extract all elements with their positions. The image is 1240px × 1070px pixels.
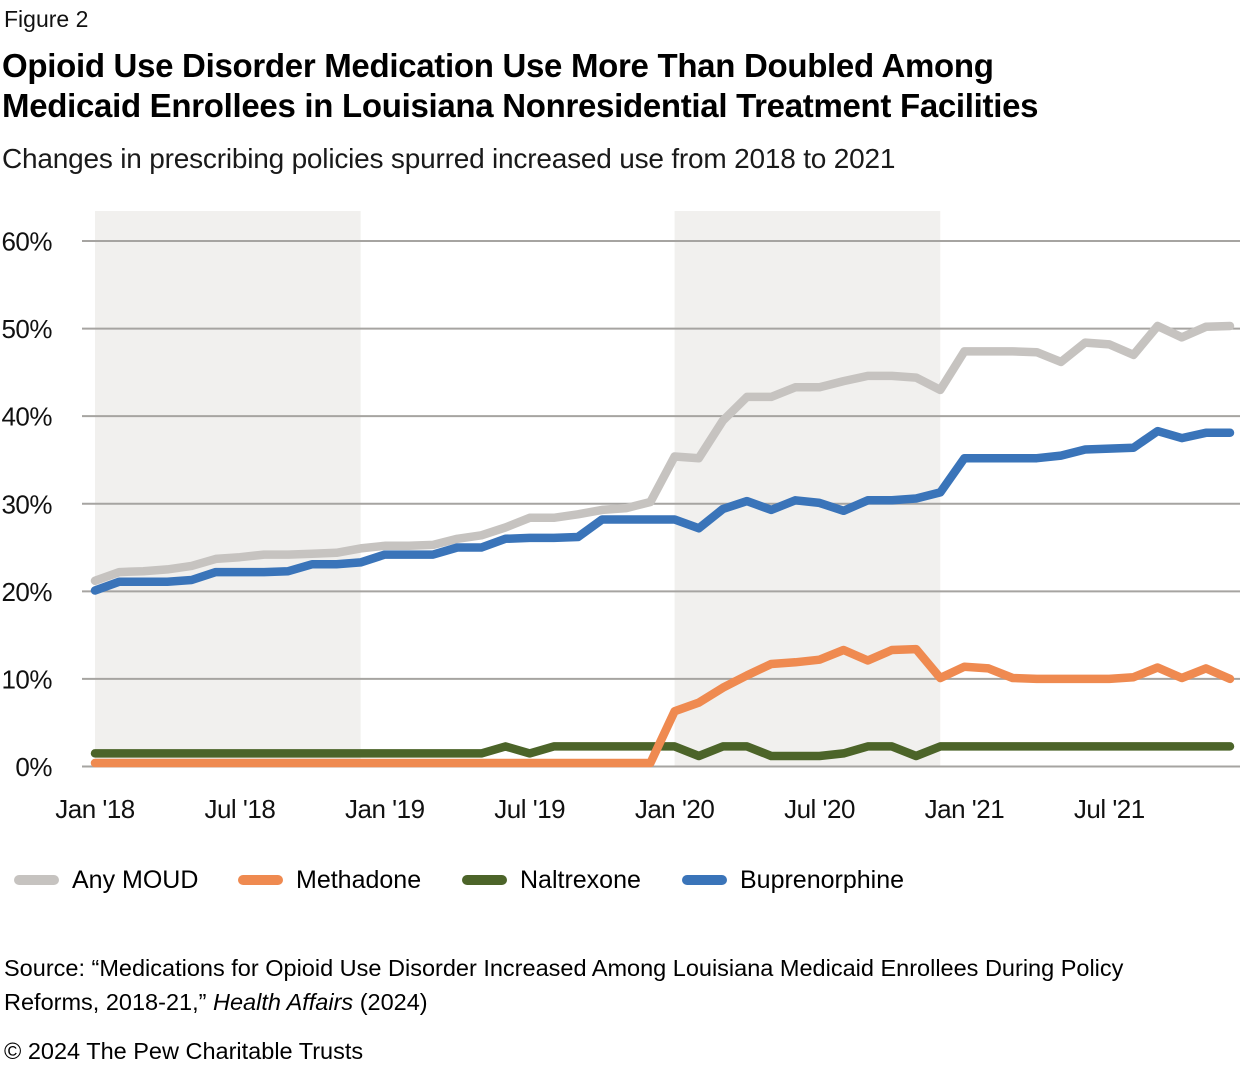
x-tick-label: Jul '20 — [784, 794, 855, 824]
x-tick-label: Jan '19 — [345, 794, 425, 824]
chart-legend: Any MOUD Methadone Naltrexone Buprenorph… — [0, 862, 1240, 902]
highlight-band — [674, 211, 941, 767]
y-tick-label: 10% — [1, 664, 52, 694]
x-tick-label: Jan '18 — [55, 794, 135, 824]
legend-item-methadone: Methadone — [238, 862, 421, 898]
source-note: Source: “Medications for Opioid Use Diso… — [4, 951, 1224, 1019]
series-line-methadone — [90, 644, 1235, 768]
source-line2: Reforms, 2018-21,” Health Affairs (2024) — [4, 989, 428, 1015]
any-moud-swatch-icon — [14, 875, 59, 885]
x-tick-label: Jul '21 — [1074, 794, 1145, 824]
legend-item-any-moud: Any MOUD — [14, 862, 198, 898]
y-tick-label: 40% — [1, 402, 52, 432]
page-subtitle: Changes in prescribing policies spurred … — [2, 143, 896, 174]
x-tick-label: Jul '19 — [494, 794, 565, 824]
highlight-bands — [95, 211, 941, 767]
source-line1: Source: “Medications for Opioid Use Diso… — [4, 955, 1124, 981]
copyright: © 2024 The Pew Charitable Trusts — [4, 1038, 364, 1064]
figure-label: Figure 2 — [4, 6, 89, 32]
legend-label: Methadone — [296, 865, 422, 894]
source-journal: Health Affairs — [212, 989, 354, 1015]
y-tick-label: 30% — [1, 489, 52, 519]
y-axis-labels: 0% 10% 20% 30% 40% 50% 60% — [1, 227, 52, 782]
methadone-swatch-icon — [238, 875, 283, 885]
highlight-band — [95, 211, 361, 767]
x-axis-labels: Jan '18 Jul '18 Jan '19 Jul '19 Jan '20 Jul '… — [55, 794, 1145, 824]
x-tick-label: Jan '20 — [635, 794, 715, 824]
page-title: Opioid Use Disorder Medication Use More … — [2, 46, 1039, 126]
moud-line-chart: 0%10%20%30%40%50%60%Jan '18 Jul '18 Jan '1… — [1, 211, 1240, 824]
y-tick-label: 0% — [15, 752, 52, 782]
buprenorphine-swatch-icon — [682, 875, 727, 885]
series-line-any-moud — [90, 321, 1235, 586]
legend-label: Buprenorphine — [740, 865, 905, 894]
y-tick-label: 20% — [1, 577, 52, 607]
legend-label: Naltrexone — [520, 865, 641, 894]
naltrexone-swatch-icon — [462, 875, 507, 885]
x-tick-label: Jul '18 — [204, 794, 275, 824]
page-title-line1: Opioid Use Disorder Medication Use More … — [2, 47, 994, 84]
series-line-buprenorphine — [90, 426, 1235, 595]
y-tick-label: 50% — [1, 314, 52, 344]
y-tick-label: 60% — [1, 227, 52, 257]
legend-label: Any MOUD — [72, 865, 199, 894]
legend-item-buprenorphine: Buprenorphine — [682, 862, 904, 898]
x-tick-label: Jan '21 — [925, 794, 1005, 824]
legend-item-naltrexone: Naltrexone — [462, 862, 641, 898]
page-title-line2: Medicaid Enrollees in Louisiana Nonresid… — [2, 87, 1039, 124]
